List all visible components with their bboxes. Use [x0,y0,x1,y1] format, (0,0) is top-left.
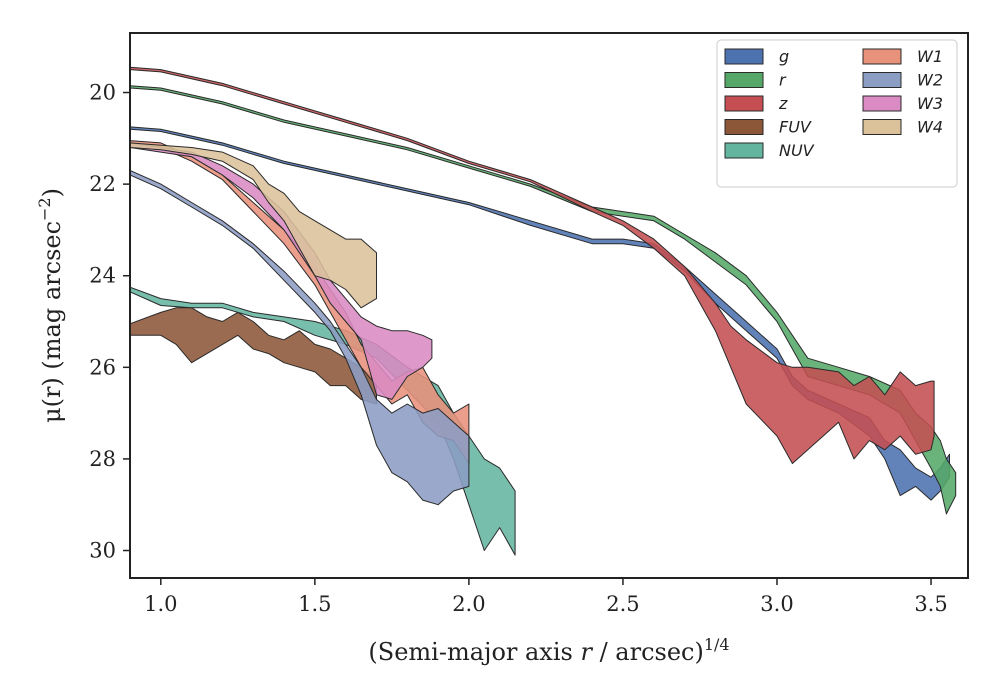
x-tick-label: 3.0 [760,592,793,616]
y-tick-label: 22 [89,172,116,196]
x-tick-label: 2.0 [452,592,485,616]
y-axis-label-close: ) [38,188,66,197]
x-axis-label-var: r [580,638,593,666]
legend-label-W4: W4 [917,118,943,137]
y-axis-label-sup: −2 [35,197,54,221]
x-axis-label-sup: 1/4 [704,635,730,654]
legend-swatch-NUV [724,142,764,159]
x-tick-label: 3.5 [914,592,947,616]
series-band-W4 [130,142,377,309]
legend-label-z: z [778,94,788,113]
legend-label-r: r [779,71,787,90]
legend-label-W2: W2 [917,71,943,90]
legend-swatch-W4 [862,119,902,135]
series-band-z [130,66,935,464]
legend-label-W1: W1 [917,47,943,66]
y-tick-label: 30 [89,539,116,563]
y-tick-label: 28 [89,447,116,471]
legend-label-FUV: FUV [779,118,812,137]
legend-swatch-W2 [862,72,902,88]
legend-swatch-W3 [862,95,902,112]
legend-label-W3: W3 [917,94,943,113]
legend-swatch-r [724,72,764,88]
x-axis-label-rest: / arcsec) [592,638,704,666]
y-tick-label: 24 [89,264,116,288]
plot-areas [130,66,957,556]
legend: grz FUV NUV W1 W2 W3 W4 [716,39,958,188]
x-tick-label: 2.5 [606,592,639,616]
legend-label-NUV: NUV [779,141,815,160]
y-tick-label: 20 [89,81,116,105]
x-axis-label-main: (Semi-major axis [368,638,580,666]
x-tick-label: 1.0 [144,592,177,616]
legend-label-g: g [779,47,789,66]
legend-swatch-W1 [862,48,902,65]
axes-frame [129,32,969,579]
series-band-W2 [130,169,470,506]
x-tick-label: 1.5 [298,592,331,616]
axis-ticks: 1.0 1.5 2.0 2.5 3.0 3.5 20 22 24 26 28 30 [89,81,947,616]
y-axis-label: μ(r) (mag arcsec−2) [35,188,66,423]
y-tick-label: 26 [89,355,116,379]
y-axis-label-main: μ(r) (mag arcsec [38,221,66,423]
legend-swatch-g [724,48,764,65]
legend-swatch-z [724,95,764,112]
legend-swatch-FUV [724,119,764,135]
x-axis-label: (Semi-major axis r / arcsec)1/4 [368,635,729,666]
